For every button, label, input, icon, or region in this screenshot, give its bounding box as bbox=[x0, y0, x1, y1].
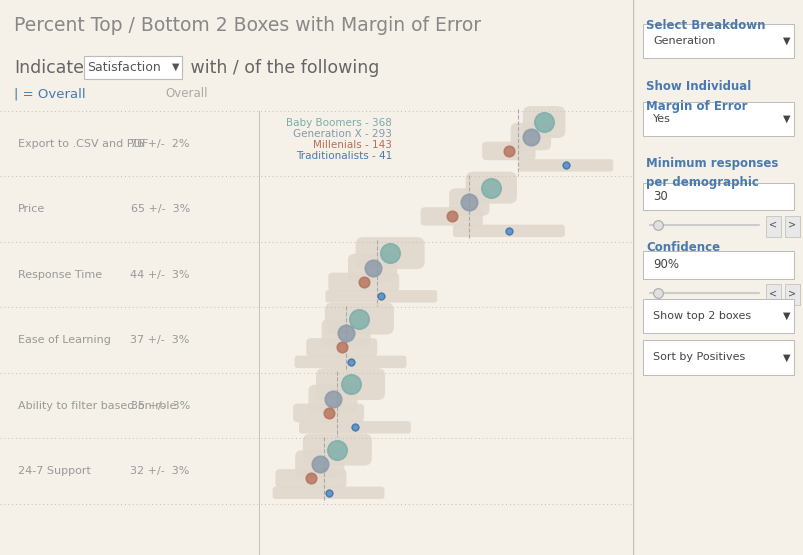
Text: Traditionalists - 41: Traditionalists - 41 bbox=[296, 151, 392, 161]
FancyBboxPatch shape bbox=[275, 469, 346, 488]
FancyBboxPatch shape bbox=[785, 284, 799, 305]
Text: Minimum responses: Minimum responses bbox=[646, 157, 778, 169]
FancyBboxPatch shape bbox=[642, 24, 793, 58]
Text: Percent Top / Bottom 2 Boxes with Margin of Error: Percent Top / Bottom 2 Boxes with Margin… bbox=[14, 16, 480, 34]
FancyBboxPatch shape bbox=[465, 171, 516, 204]
Text: 65 +/-  3%: 65 +/- 3% bbox=[130, 204, 190, 214]
FancyBboxPatch shape bbox=[328, 273, 399, 291]
Text: Ease of Learning: Ease of Learning bbox=[18, 335, 111, 345]
Text: | = Overall: | = Overall bbox=[14, 87, 85, 100]
FancyBboxPatch shape bbox=[642, 340, 793, 375]
FancyBboxPatch shape bbox=[348, 254, 397, 281]
FancyBboxPatch shape bbox=[308, 385, 357, 412]
FancyBboxPatch shape bbox=[306, 338, 377, 357]
Text: Generation: Generation bbox=[653, 36, 715, 46]
Text: <: < bbox=[768, 220, 777, 230]
Text: Show Individual: Show Individual bbox=[646, 80, 751, 93]
Text: Overall: Overall bbox=[165, 87, 208, 100]
FancyBboxPatch shape bbox=[642, 299, 793, 333]
Text: >: > bbox=[787, 220, 796, 230]
Text: ▼: ▼ bbox=[782, 311, 789, 321]
FancyBboxPatch shape bbox=[420, 207, 483, 226]
FancyBboxPatch shape bbox=[642, 183, 793, 210]
Text: 90%: 90% bbox=[653, 258, 679, 271]
Text: >: > bbox=[787, 288, 796, 298]
Text: Response Time: Response Time bbox=[18, 270, 102, 280]
FancyBboxPatch shape bbox=[84, 56, 181, 79]
FancyBboxPatch shape bbox=[452, 225, 565, 237]
Text: <: < bbox=[768, 288, 777, 298]
Text: Select Breakdown: Select Breakdown bbox=[646, 19, 765, 32]
FancyBboxPatch shape bbox=[293, 403, 364, 422]
FancyBboxPatch shape bbox=[785, 216, 799, 237]
FancyBboxPatch shape bbox=[642, 102, 793, 136]
Text: Margin of Error: Margin of Error bbox=[646, 100, 747, 113]
Text: Satisfaction: Satisfaction bbox=[88, 60, 161, 74]
Text: 32 +/-  3%: 32 +/- 3% bbox=[130, 466, 190, 476]
FancyBboxPatch shape bbox=[355, 237, 424, 269]
FancyBboxPatch shape bbox=[272, 487, 384, 499]
FancyBboxPatch shape bbox=[518, 159, 613, 171]
Text: ▼: ▼ bbox=[782, 352, 789, 362]
Text: Show top 2 boxes: Show top 2 boxes bbox=[653, 311, 751, 321]
Text: Baby Boomers - 368: Baby Boomers - 368 bbox=[286, 118, 392, 128]
Text: ▼: ▼ bbox=[172, 62, 179, 72]
Text: 35 +/-  3%: 35 +/- 3% bbox=[130, 401, 190, 411]
Text: Ability to filter based on role: Ability to filter based on role bbox=[18, 401, 176, 411]
FancyBboxPatch shape bbox=[510, 123, 550, 150]
FancyBboxPatch shape bbox=[765, 216, 780, 237]
Text: per demographic: per demographic bbox=[646, 176, 758, 189]
Text: 24-7 Support: 24-7 Support bbox=[18, 466, 91, 476]
Text: Export to .CSV and PDF: Export to .CSV and PDF bbox=[18, 139, 148, 149]
Text: Price: Price bbox=[18, 204, 45, 214]
Text: Sort by Positives: Sort by Positives bbox=[653, 352, 744, 362]
FancyBboxPatch shape bbox=[303, 433, 372, 466]
Text: Indicate: Indicate bbox=[14, 59, 84, 77]
Text: ▼: ▼ bbox=[782, 114, 789, 124]
Text: with / of the following: with / of the following bbox=[185, 59, 379, 77]
Text: 30: 30 bbox=[653, 190, 667, 203]
FancyBboxPatch shape bbox=[295, 450, 344, 478]
FancyBboxPatch shape bbox=[324, 302, 393, 335]
Text: Confidence: Confidence bbox=[646, 241, 719, 254]
FancyBboxPatch shape bbox=[299, 421, 410, 433]
FancyBboxPatch shape bbox=[482, 142, 535, 160]
FancyBboxPatch shape bbox=[325, 290, 437, 302]
FancyBboxPatch shape bbox=[316, 368, 385, 400]
FancyBboxPatch shape bbox=[522, 106, 565, 138]
Text: Millenials - 143: Millenials - 143 bbox=[313, 140, 392, 150]
Text: 44 +/-  3%: 44 +/- 3% bbox=[130, 270, 190, 280]
FancyBboxPatch shape bbox=[449, 188, 489, 216]
FancyBboxPatch shape bbox=[765, 284, 780, 305]
Text: Yes: Yes bbox=[653, 114, 671, 124]
Text: 76 +/-  2%: 76 +/- 2% bbox=[130, 139, 190, 149]
Text: Generation X - 293: Generation X - 293 bbox=[293, 129, 392, 139]
FancyBboxPatch shape bbox=[294, 356, 406, 368]
Text: 37 +/-  3%: 37 +/- 3% bbox=[130, 335, 190, 345]
Text: ▼: ▼ bbox=[782, 36, 789, 46]
FancyBboxPatch shape bbox=[321, 319, 370, 347]
FancyBboxPatch shape bbox=[642, 251, 793, 279]
